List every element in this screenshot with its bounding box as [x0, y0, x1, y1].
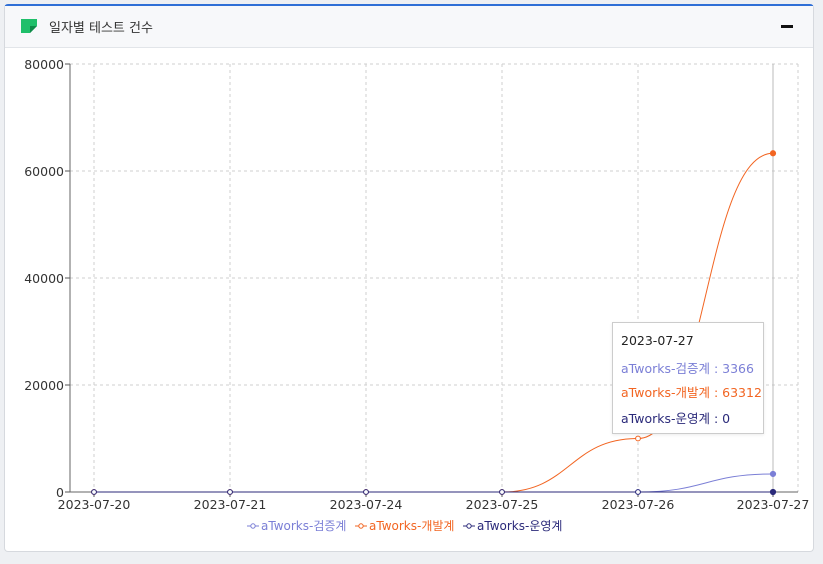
panel-logo-icon [21, 19, 37, 33]
x-tick-label: 2023-07-20 [58, 497, 131, 512]
y-tick-label: 0 [56, 485, 64, 500]
x-tick-label: 2023-07-26 [602, 497, 675, 512]
x-tick-label: 2023-07-27 [737, 497, 810, 512]
x-tick-label: 2023-07-24 [330, 497, 403, 512]
legend-label-2: aTworks-개발계 [369, 519, 454, 533]
data-point [769, 488, 777, 496]
y-tick-label: 80000 [24, 57, 64, 72]
data-point [363, 489, 369, 495]
y-tick-label: 40000 [24, 271, 64, 286]
collapse-button[interactable] [781, 25, 793, 28]
data-point [769, 150, 777, 157]
panel-header: 일자별 테스트 건수 [5, 6, 813, 48]
x-tick-label: 2023-07-21 [194, 497, 267, 512]
legend-label-1: aTworks-검증계 [261, 519, 346, 533]
series-line-1 [93, 473, 774, 493]
legend-label-3: aTworks-운영계 [477, 519, 562, 533]
data-point [635, 489, 641, 495]
y-tick-label: 60000 [24, 164, 64, 179]
legend-marker-dot [358, 523, 364, 529]
legend-marker-dot [466, 523, 472, 529]
tooltip-row-series3: aTworks-운영계 : 0 [621, 411, 731, 426]
tooltip-row-series1: aTworks-검증계 : 3366 [621, 361, 754, 376]
panel-title: 일자별 테스트 건수 [49, 21, 153, 36]
y-tick-label: 20000 [24, 378, 64, 393]
data-point [769, 470, 777, 478]
data-point [499, 489, 505, 495]
legend-marker-dot [250, 523, 256, 529]
x-tick-label: 2023-07-25 [466, 497, 539, 512]
data-point [635, 435, 641, 442]
data-point [227, 489, 233, 495]
chart-tooltip: 2023-07-27 aTworks-검증계 : 3366 aTworks-개발… [612, 322, 764, 434]
tooltip-row-series2: aTworks-개발계 : 63312 [621, 385, 762, 400]
data-point [91, 489, 97, 495]
tooltip-date: 2023-07-27 [621, 333, 694, 348]
